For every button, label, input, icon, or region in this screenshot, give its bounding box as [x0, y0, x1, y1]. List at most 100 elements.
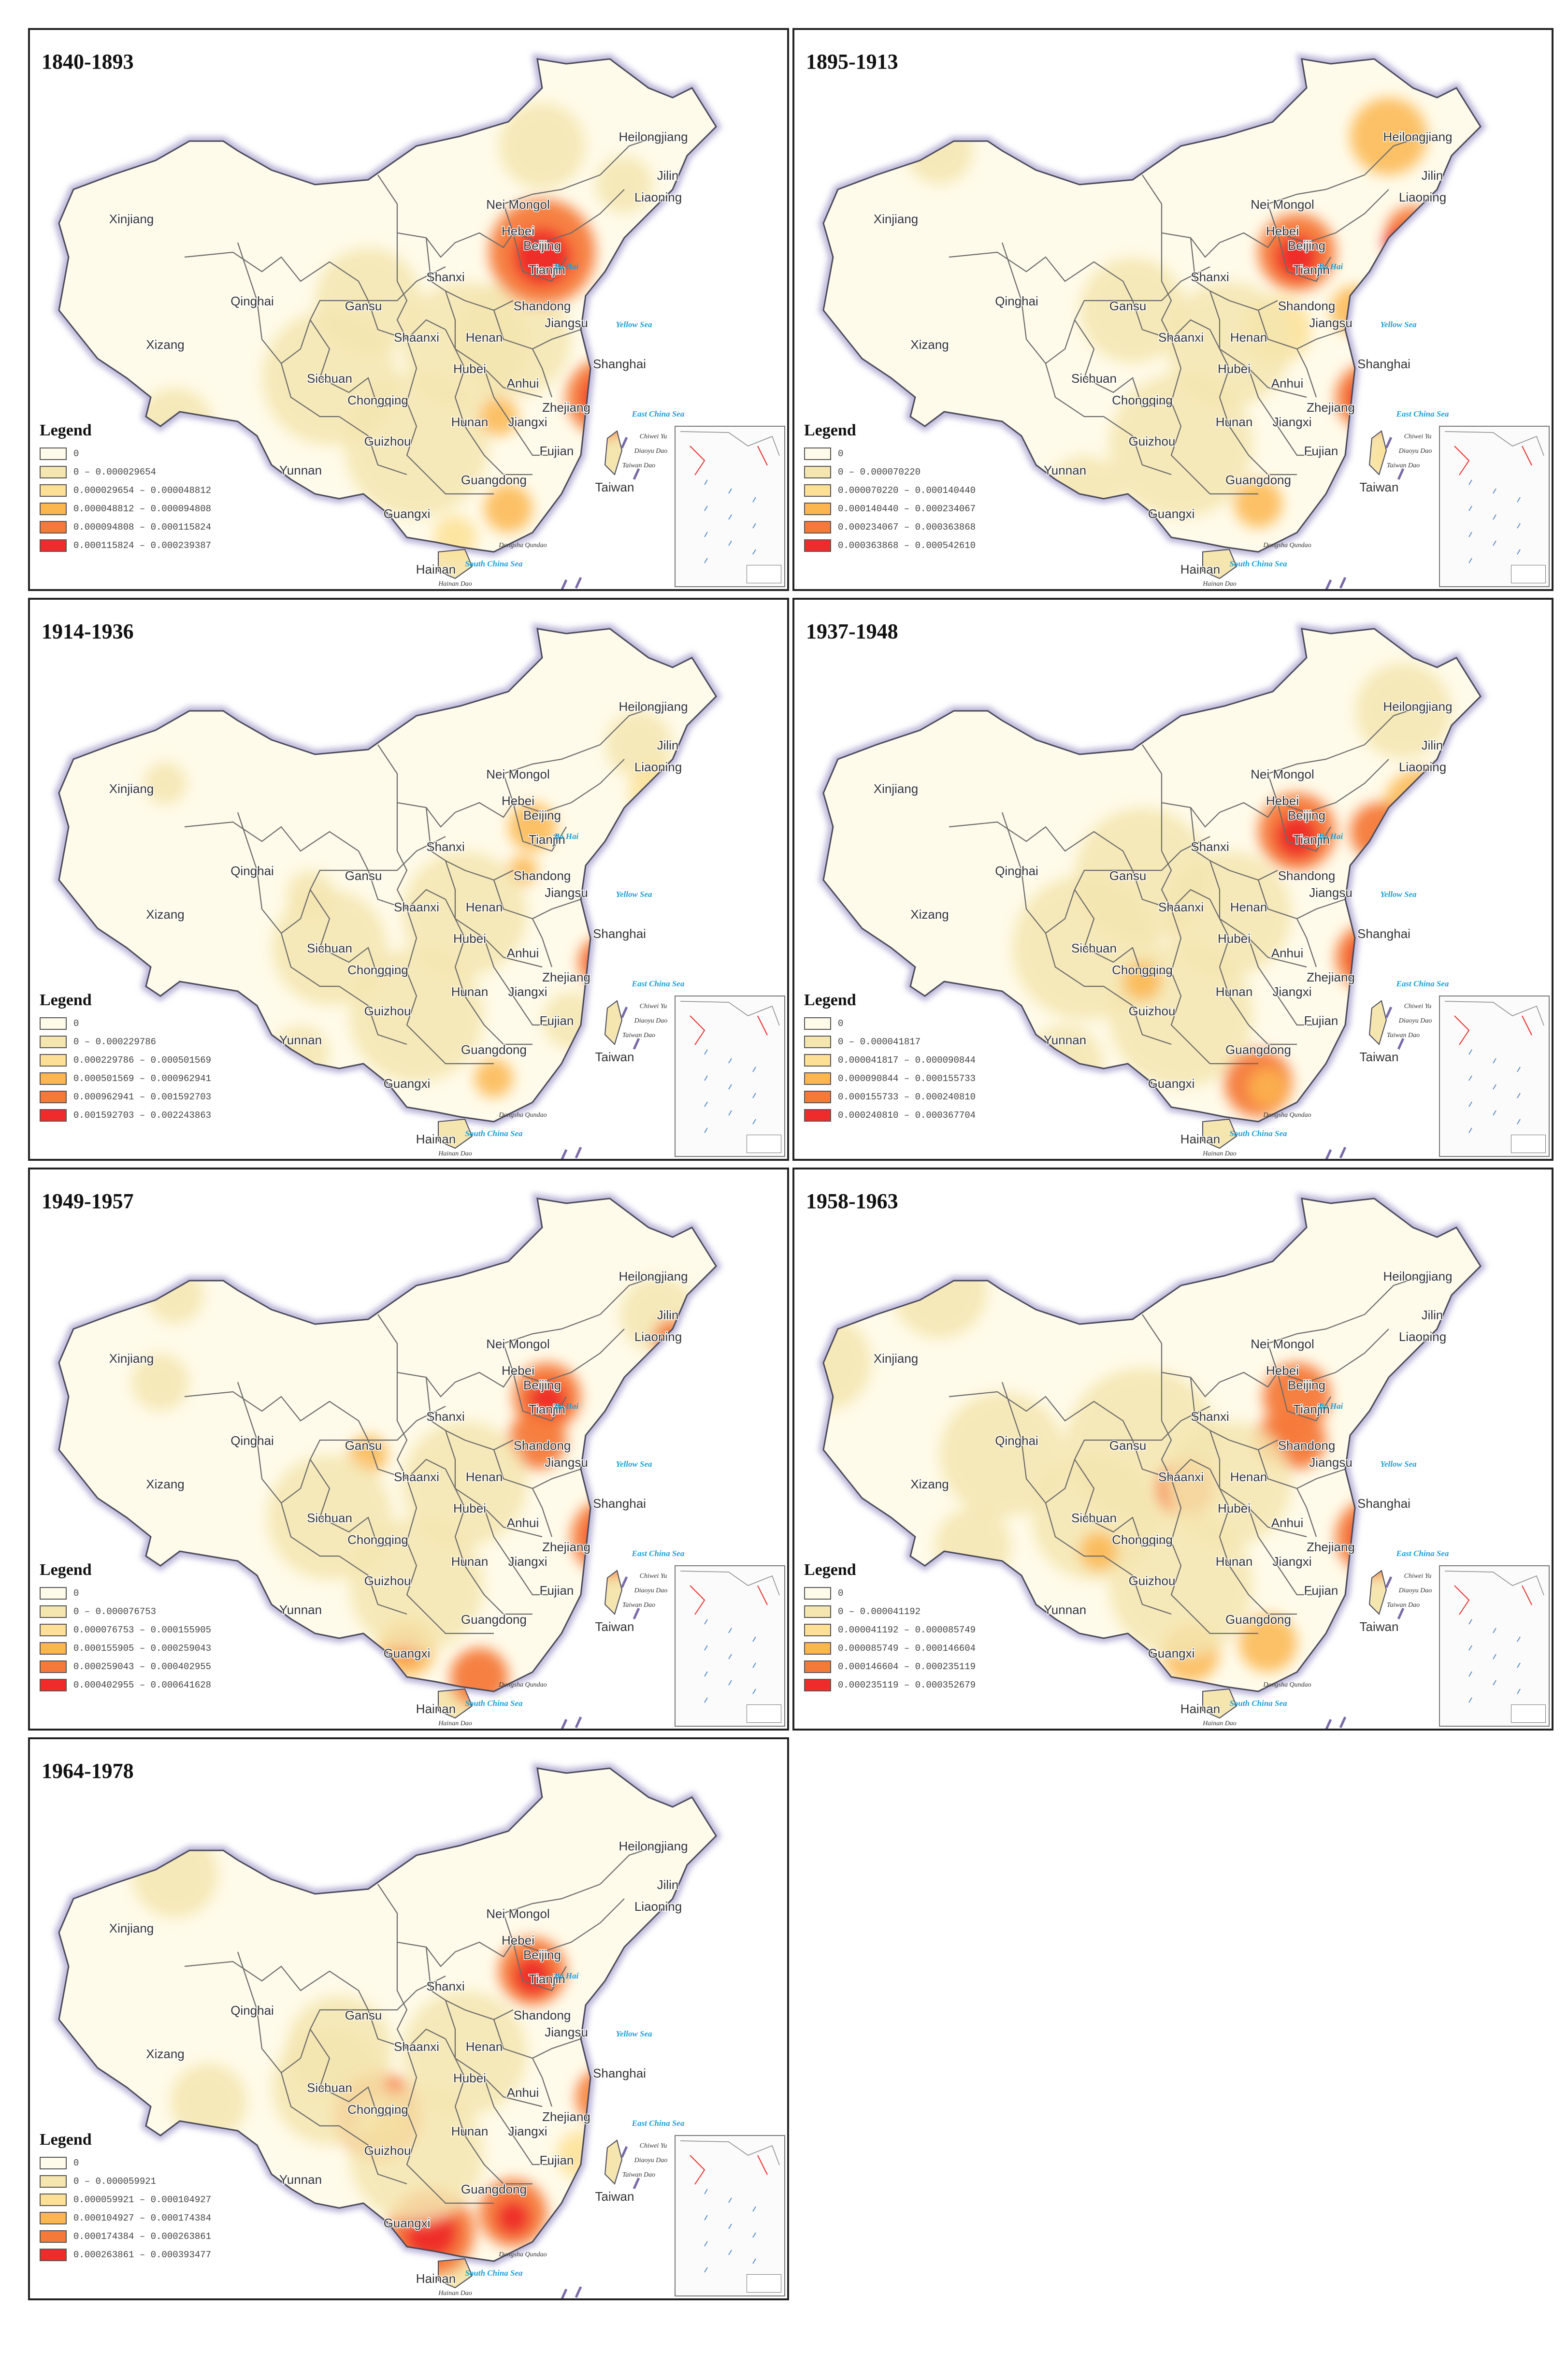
province-borders [949, 1275, 1423, 1634]
province-label-liaoning: Liaoning [1399, 190, 1446, 204]
island-label-taiwan_dao: Taiwan Dao [1387, 1032, 1420, 1039]
heat-spot [1275, 815, 1319, 858]
heat-spot [1239, 1614, 1297, 1672]
sea-label-south_china_sea: South China Sea [1229, 559, 1287, 568]
sea-label-south_china_sea: South China Sea [465, 1129, 523, 1138]
heat-spot [402, 1991, 528, 2116]
island-label-hainan_dao: Hainan Dao [438, 1150, 472, 1157]
province-border [1296, 898, 1346, 919]
legend: Legend 0 0 – 0.000041192 0.000041192 – 0.00… [804, 1561, 1055, 1695]
legend-range: 0.000059921 – 0.000104927 [73, 2194, 212, 2205]
province-border [1248, 938, 1316, 1026]
sea-label-bo_hai: Bo Hai [554, 1401, 579, 1411]
heat-spot [1079, 257, 1186, 363]
sea-label-east_china_sea: East China Sea [632, 1549, 685, 1558]
province-label-fujian: Fujian [540, 444, 574, 458]
island-mark [1385, 436, 1393, 449]
national-border [822, 58, 1482, 553]
province-label-fujian: Fujian [540, 1583, 574, 1598]
province-label-xinjiang: Xinjiang [874, 781, 919, 796]
province-label-shandong: Shandong [514, 2008, 571, 2022]
legend-row: 0.000240810 – 0.000367704 [804, 1107, 1055, 1124]
province-label-shanxi: Shanxi [1191, 1409, 1229, 1424]
province-label-shanxi: Shanxi [426, 839, 465, 854]
province-label-yunnan: Yunnan [1044, 1602, 1086, 1617]
heat-spot [484, 484, 532, 533]
legend-range: 0 – 0.000059921 [73, 2176, 157, 2187]
legend-swatch [804, 466, 831, 478]
legend-row: 0.000229786 – 0.000501569 [40, 1052, 291, 1068]
province-label-zhejiang: Zhejiang [1307, 400, 1355, 415]
province-label-hunan: Hunan [451, 2124, 489, 2138]
province-border [339, 986, 407, 1045]
island-mark [575, 577, 582, 589]
province-label-guangxi: Guangxi [384, 1646, 431, 1660]
province-label-hubei: Hubei [453, 361, 486, 376]
legend-title: Legend [804, 1561, 856, 1579]
legend-range: 0.000501569 – 0.000962941 [73, 1073, 212, 1084]
province-label-xizang: Xizang [146, 2047, 185, 2061]
province-label-xizang: Xizang [146, 907, 185, 922]
province-border [396, 1942, 417, 2112]
province-border [600, 135, 659, 175]
province-label-xinjiang: Xinjiang [109, 1921, 154, 1935]
island-mark [633, 1607, 640, 1620]
province-label-xizang: Xizang [146, 1477, 185, 1491]
province-label-hunan: Hunan [451, 984, 489, 999]
china-map: Heilongjiang Jilin Liaoning Xinjiang Nei Mon… [54, 1193, 722, 1729]
province-label-nei_mongol: Nei Mongol [1251, 767, 1314, 781]
province-label-liaoning: Liaoning [634, 190, 682, 204]
legend-range: 0.000962941 – 0.001592703 [73, 1092, 212, 1102]
legend-row: 0.000029654 – 0.000048812 [40, 482, 291, 499]
province-label-gansu: Gansu [345, 1438, 382, 1453]
province-label-hebei: Hebei [502, 1933, 534, 1948]
sea-label-south_china_sea: South China Sea [1229, 1699, 1287, 1708]
province-label-jiangsu: Jiangsu [1309, 1455, 1352, 1470]
legend-range: 0.000240810 – 0.000367704 [838, 1110, 976, 1121]
province-label-guizhou: Guizhou [364, 434, 411, 448]
province-label-shanxi: Shanxi [1191, 839, 1229, 854]
heat-spot [144, 762, 187, 805]
province-label-xinjiang: Xinjiang [109, 1351, 154, 1366]
province-border [425, 1377, 514, 1451]
legend-range: 0 – 0.000076753 [73, 1606, 157, 1617]
island-mark [575, 1716, 582, 1729]
island-label-diaoyu_dao: Diaoyu Dao [634, 447, 668, 455]
province-label-hebei: Hebei [502, 224, 534, 238]
province-label-jilin: Jilin [657, 738, 679, 752]
island-label-chiwei_yu: Chiwei Yu [640, 2142, 667, 2150]
island-mark [575, 1146, 582, 1159]
province-border [445, 860, 543, 968]
province-label-henan: Henan [466, 2039, 503, 2054]
heat-spot [1336, 363, 1403, 431]
province-border [1074, 889, 1172, 978]
province-label-jiangsu: Jiangsu [1309, 316, 1352, 330]
sea-label-yellow_sea: Yellow Sea [616, 1459, 652, 1469]
province-label-taiwan: Taiwan [595, 2189, 634, 2204]
province-borders [949, 135, 1423, 495]
province-border [396, 233, 417, 403]
legend-title: Legend [40, 2131, 92, 2149]
legend-swatch [804, 1036, 831, 1048]
legend-row: 0.000235119 – 0.000352679 [804, 1677, 1055, 1693]
map-panel: Heilongjiang Jilin Liaoning Xinjiang Nei Mon… [28, 598, 789, 1161]
province-border [1045, 1502, 1104, 1557]
province-label-fujian: Fujian [1304, 444, 1338, 458]
province-border [425, 1947, 514, 2021]
scale-bar [747, 1135, 781, 1153]
legend-title: Legend [804, 991, 856, 1009]
heat-spot [823, 1314, 872, 1411]
legend-swatch [40, 1587, 67, 1600]
sea-label-east_china_sea: East China Sea [632, 409, 685, 419]
province-label-guangdong: Guangdong [461, 1612, 527, 1627]
province-label-hebei: Hebei [1266, 1363, 1299, 1378]
province-label-heilongjiang: Heilongjiang [1383, 699, 1452, 714]
province-border [483, 938, 552, 1026]
taiwan-border [1368, 430, 1387, 476]
province-label-shaanxi: Shaanxi [1158, 1470, 1204, 1484]
map-panel: Heilongjiang Jilin Liaoning Xinjiang Nei Mon… [28, 1737, 789, 2300]
heat-spot [1355, 663, 1452, 759]
province-border [1001, 1382, 1076, 1504]
province-label-taiwan: Taiwan [595, 1050, 634, 1064]
sea-label-south_china_sea: South China Sea [465, 1699, 523, 1708]
